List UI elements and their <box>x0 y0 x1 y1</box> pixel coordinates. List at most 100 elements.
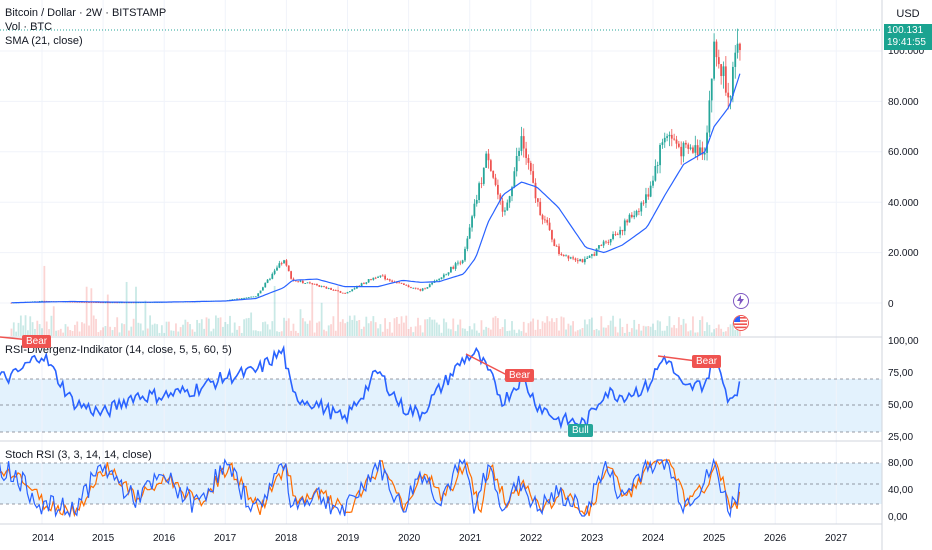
volume-bar <box>24 315 27 336</box>
candle-body <box>306 282 309 284</box>
volume-bar <box>259 331 262 336</box>
candle-body <box>630 214 633 218</box>
candle-body <box>729 96 732 98</box>
candle-body <box>400 282 403 284</box>
volume-bar <box>623 332 626 336</box>
candle-body <box>410 287 412 289</box>
volume-bar <box>459 319 462 336</box>
volume-bar <box>508 330 511 336</box>
candle-body <box>593 254 596 256</box>
currency-selector[interactable]: USD <box>896 8 920 20</box>
sma-legend[interactable]: SMA (21, close) <box>5 35 83 47</box>
candle-body <box>619 229 621 235</box>
candle-body <box>116 302 119 304</box>
time-axis-label: 2025 <box>703 533 726 544</box>
rsi-legend[interactable]: RSI-Divergenz-Indikator (14, close, 5, 5… <box>5 344 232 356</box>
volume-bar <box>113 327 116 336</box>
candle-body <box>231 299 234 301</box>
volume-bar <box>424 319 426 336</box>
bull-badge: Bull <box>568 424 593 437</box>
volume-bar <box>473 323 476 336</box>
volume-bar <box>271 321 274 336</box>
candle-body <box>388 279 391 281</box>
candle-body <box>612 234 614 239</box>
volume-bar <box>358 319 361 336</box>
volume-bar <box>64 324 67 336</box>
volume-bar <box>128 330 130 336</box>
volume-bar <box>48 329 50 336</box>
candle-body <box>734 52 737 67</box>
us-flag-event-icon[interactable] <box>733 315 749 331</box>
volume-bar <box>90 288 93 336</box>
price-axis-label[interactable]: 0 <box>888 299 894 310</box>
volume-bar <box>301 318 304 336</box>
volume-bar <box>238 326 241 336</box>
price-axis-label[interactable]: 100.000 <box>888 46 925 57</box>
volume-bar <box>515 332 518 336</box>
volume-bar <box>212 328 215 336</box>
price-axis-label[interactable]: 40.000 <box>888 198 919 209</box>
candle-body <box>365 282 368 284</box>
price-axis-label[interactable]: 60.000 <box>888 147 919 158</box>
candle-body <box>567 255 570 259</box>
volume-bar <box>257 331 260 336</box>
volume-bar <box>175 323 177 336</box>
volume-bar <box>297 332 300 336</box>
volume-bar <box>309 320 311 336</box>
stoch-legend[interactable]: Stoch RSI (3, 3, 14, 14, close) <box>5 449 152 461</box>
stoch-axis-label[interactable]: 40,00 <box>888 485 913 496</box>
candle-body <box>294 280 297 282</box>
volume-bar <box>680 324 683 336</box>
volume-bar <box>339 321 342 336</box>
candle-body <box>266 279 269 283</box>
volume-bar <box>351 319 354 336</box>
time-axis-label: 2027 <box>825 533 848 544</box>
candle-body <box>360 283 363 287</box>
candle-body <box>76 301 79 303</box>
candle-body <box>511 187 513 197</box>
stoch-axis-label[interactable]: 0,00 <box>888 512 908 523</box>
volume-bar <box>36 320 39 336</box>
price-axis-label[interactable]: 20.000 <box>888 248 919 259</box>
volume-bar <box>332 316 335 336</box>
rsi-axis-label[interactable]: 75,00 <box>888 368 913 379</box>
symbol-title[interactable]: Bitcoin / Dollar · 2W · BITSTAMP <box>5 7 167 19</box>
volume-bar <box>673 325 676 336</box>
volume-legend[interactable]: Vol · BTC <box>5 21 53 33</box>
time-axis-label: 2021 <box>459 533 482 544</box>
candle-body <box>480 183 483 185</box>
rsi-axis-label[interactable]: 50,00 <box>888 400 913 411</box>
volume-bar <box>205 317 208 336</box>
volume-bar <box>445 322 448 336</box>
time-axis[interactable]: 2014 2015 2016 2017 2018 2019 2020 2021 … <box>32 533 848 544</box>
stoch-axis-label[interactable]: 80,00 <box>888 458 913 469</box>
volume-bar <box>569 325 572 336</box>
candle-body <box>685 142 687 145</box>
candle-body <box>461 260 464 263</box>
volume-bar <box>313 332 316 336</box>
volume-bar <box>121 323 123 336</box>
candle-body <box>88 302 90 303</box>
candle-body <box>109 302 112 304</box>
volume-bar <box>189 324 191 336</box>
candle-body <box>431 282 433 285</box>
volume-bar <box>504 319 506 336</box>
price-axis-label[interactable]: 80.000 <box>888 97 919 108</box>
volume-bar <box>55 330 57 336</box>
candle-body <box>656 165 659 166</box>
volume-bar <box>619 318 621 336</box>
rsi-axis-label[interactable]: 25,00 <box>888 432 913 443</box>
candle-body <box>452 266 455 269</box>
volume-bar <box>95 318 97 336</box>
flash-event-icon[interactable] <box>733 293 749 309</box>
volume-bar <box>306 323 309 336</box>
volume-bar <box>325 331 328 336</box>
candle-body <box>527 157 530 163</box>
volume-bar <box>612 315 614 336</box>
volume-bar <box>628 331 631 336</box>
volume-bar <box>62 332 65 336</box>
candle-body <box>41 300 43 302</box>
volume-bar <box>626 323 629 336</box>
rsi-axis-label[interactable]: 100,00 <box>888 336 919 347</box>
